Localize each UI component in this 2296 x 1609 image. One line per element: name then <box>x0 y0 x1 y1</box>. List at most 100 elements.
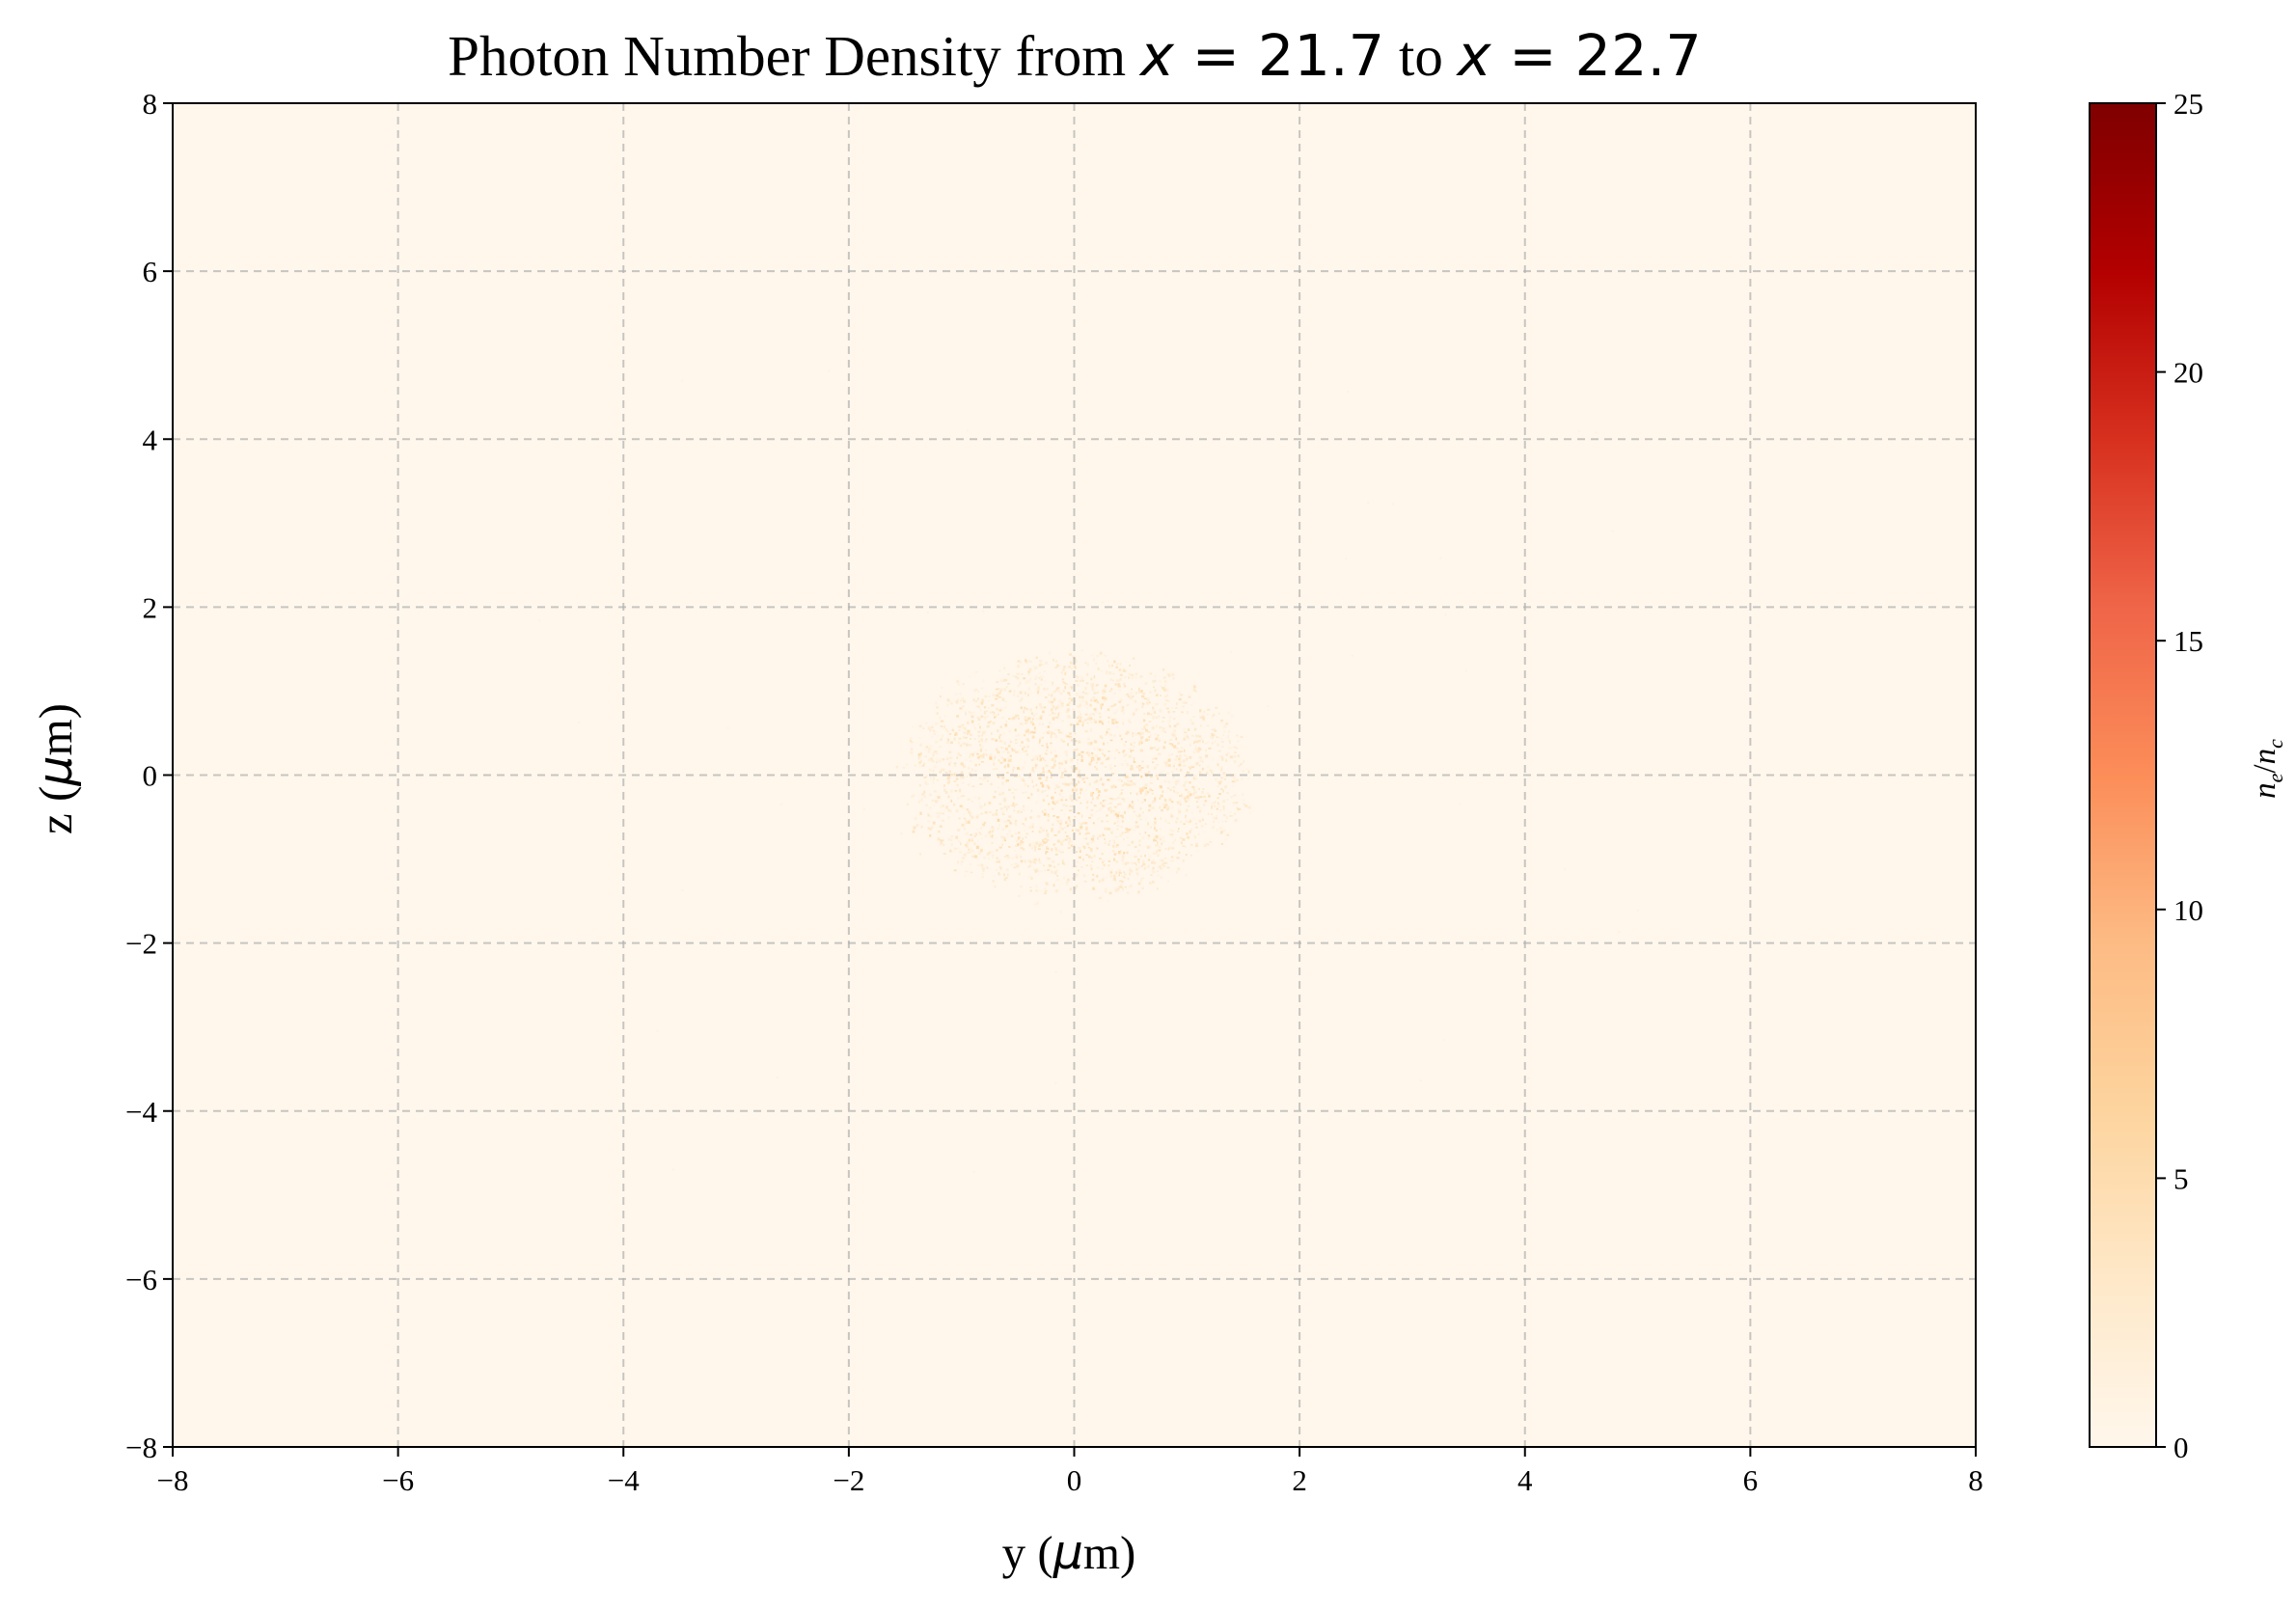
density-speckle <box>911 795 915 798</box>
density-speckle <box>1081 679 1084 682</box>
density-speckle <box>1141 741 1143 744</box>
density-speckle <box>1186 832 1189 835</box>
density-speckle <box>1135 765 1138 769</box>
density-speckle <box>1057 665 1061 667</box>
density-speckle <box>965 821 967 825</box>
density-speckle <box>1044 759 1047 762</box>
density-speckle <box>930 759 934 762</box>
density-speckle <box>1029 721 1033 724</box>
density-speckle <box>999 690 1001 694</box>
density-speckle <box>1053 834 1057 836</box>
density-speckle <box>1223 724 1227 728</box>
density-speckle <box>992 768 996 771</box>
density-speckle <box>1112 672 1115 675</box>
density-speckle <box>1092 834 1095 838</box>
density-speckle <box>936 712 939 715</box>
density-speckle <box>1235 778 1239 781</box>
density-speckle <box>1027 680 1030 684</box>
density-speckle <box>1035 706 1038 709</box>
density-speckle <box>982 824 985 827</box>
density-speckle <box>1155 834 1159 837</box>
density-speckle <box>984 740 987 743</box>
density-speckle <box>1219 827 1223 830</box>
density-speckle <box>930 825 934 829</box>
density-speckle <box>960 862 963 866</box>
density-speckle <box>966 841 970 845</box>
stray-photon <box>1230 650 1233 653</box>
density-speckle <box>1051 700 1053 703</box>
density-speckle <box>1055 816 1060 819</box>
density-speckle <box>1123 676 1127 679</box>
density-speckle <box>1052 718 1055 721</box>
density-speckle <box>1114 798 1117 801</box>
density-speckle <box>972 816 975 819</box>
density-speckle <box>1045 846 1049 850</box>
density-speckle <box>943 853 946 855</box>
density-speckle <box>1026 728 1029 732</box>
density-speckle <box>1074 666 1077 669</box>
density-speckle <box>981 733 984 736</box>
density-speckle <box>1221 746 1224 749</box>
density-speckle <box>996 809 998 812</box>
density-speckle <box>968 773 971 776</box>
density-speckle <box>1019 660 1022 664</box>
density-speckle <box>1050 777 1052 778</box>
density-speckle <box>1123 852 1126 855</box>
density-speckle <box>1056 839 1060 843</box>
density-speckle <box>1034 848 1036 852</box>
stray-photon <box>1351 654 1353 657</box>
density-speckle <box>1162 790 1164 793</box>
density-speckle <box>932 780 935 784</box>
density-speckle <box>1010 718 1014 721</box>
density-speckle <box>1156 836 1159 839</box>
density-speckle <box>937 837 941 841</box>
density-speckle <box>1046 884 1049 886</box>
density-speckle <box>1054 847 1057 851</box>
density-speckle <box>1172 673 1175 676</box>
density-speckle <box>1027 670 1031 673</box>
density-speckle <box>1130 828 1133 832</box>
density-speckle <box>1166 787 1170 789</box>
density-speckle <box>1085 806 1089 809</box>
density-speckle <box>967 820 970 824</box>
density-speckle <box>1200 756 1202 760</box>
density-speckle <box>989 835 992 837</box>
density-speckle <box>1175 737 1178 741</box>
density-speckle <box>1053 712 1056 715</box>
y-tick-label: −2 <box>125 927 157 961</box>
density-speckle <box>1214 734 1216 736</box>
density-speckle <box>953 737 956 741</box>
density-speckle <box>1171 830 1175 832</box>
density-speckle <box>966 808 970 811</box>
density-speckle <box>1032 844 1035 847</box>
density-speckle <box>1123 871 1126 874</box>
density-speckle <box>987 722 991 724</box>
density-speckle <box>977 839 979 842</box>
density-speckle <box>1099 858 1102 860</box>
density-speckle <box>1230 714 1235 718</box>
density-speckle <box>984 811 987 814</box>
density-speckle <box>1230 776 1234 778</box>
density-speckle <box>1131 688 1133 691</box>
density-speckle <box>1077 676 1080 679</box>
density-speckle <box>950 838 953 842</box>
density-speckle <box>1003 856 1007 859</box>
density-speckle <box>1138 733 1141 737</box>
density-speckle <box>1220 737 1223 740</box>
density-speckle <box>1216 736 1219 738</box>
density-speckle <box>1114 887 1118 891</box>
density-speckle <box>1077 710 1081 714</box>
density-speckle <box>1029 859 1032 862</box>
density-speckle <box>1038 703 1042 707</box>
density-speckle <box>1015 742 1018 745</box>
density-speckle <box>998 860 1000 863</box>
density-speckle <box>1194 836 1196 839</box>
density-speckle <box>1054 853 1058 856</box>
density-speckle <box>1008 815 1012 818</box>
density-speckle <box>1192 788 1195 792</box>
density-speckle <box>1132 745 1135 749</box>
density-speckle <box>958 851 962 854</box>
density-speckle <box>982 755 985 759</box>
density-speckle <box>911 748 914 750</box>
